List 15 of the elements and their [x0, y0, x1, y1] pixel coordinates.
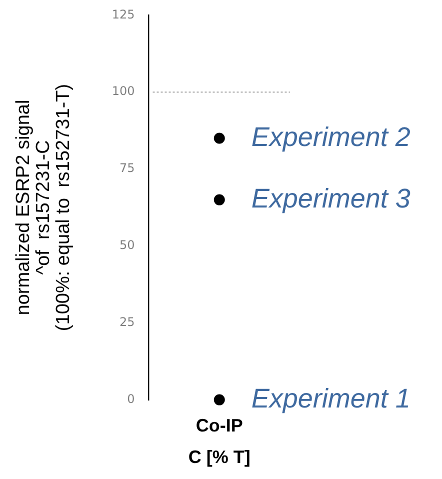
- point: [214, 132, 225, 144]
- point: [214, 194, 225, 206]
- y-tick-label: 25: [119, 315, 135, 330]
- annotation: Experiment 1: [251, 383, 410, 414]
- x-tick-label: Co-IP: [196, 416, 243, 436]
- annotation: Experiment 2: [251, 122, 410, 152]
- y-axis-title: normalized ESRP2 signal ^of rs157231-C (100%: equal to rs152731-T): [13, 84, 74, 332]
- x-axis-title: C [% T]: [188, 447, 250, 468]
- y-tick-label: 100: [112, 84, 135, 98]
- y-tick-label: 50: [119, 238, 135, 252]
- y-tick-label: 125: [112, 7, 135, 22]
- annotation: Experiment 3: [251, 183, 410, 214]
- point: [214, 394, 225, 406]
- y-tick-label: 0: [127, 392, 135, 406]
- y-tick-label: 75: [119, 161, 135, 176]
